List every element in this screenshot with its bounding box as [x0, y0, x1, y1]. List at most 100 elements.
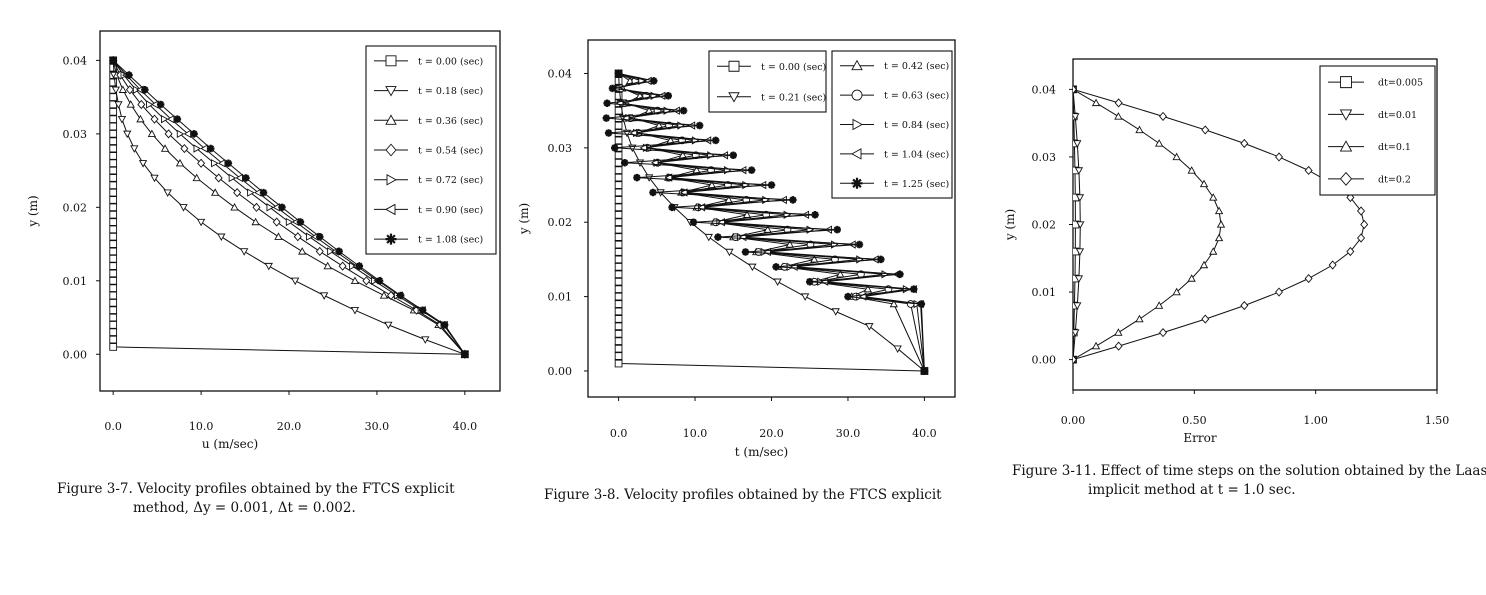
data-point — [663, 106, 672, 115]
x-tick-label: 10.0 — [683, 427, 708, 440]
data-point-core — [337, 249, 341, 254]
data-point — [125, 85, 134, 95]
y-tick-label: 0.01 — [63, 275, 88, 288]
data-point — [136, 114, 145, 123]
data-point — [614, 315, 623, 323]
data-point — [196, 218, 206, 227]
data-point — [889, 299, 898, 308]
data-point — [109, 144, 118, 153]
data-point — [109, 122, 118, 131]
data-point — [211, 188, 220, 196]
data-point — [264, 262, 273, 271]
data-point — [1209, 247, 1218, 255]
legend-marker — [1340, 76, 1352, 89]
data-point — [725, 248, 734, 257]
data-point-core — [398, 293, 403, 298]
y-axis-label: y (m) — [517, 203, 531, 235]
data-point — [421, 336, 430, 344]
data-point — [614, 337, 623, 346]
data-point — [109, 159, 118, 168]
data-point-core — [261, 190, 266, 195]
data-point — [109, 269, 118, 278]
data-point — [881, 270, 889, 279]
y-tick-label: 0.03 — [1032, 151, 1057, 164]
data-point — [742, 180, 750, 190]
data-point — [274, 232, 283, 240]
data-point — [677, 121, 685, 130]
data-point-core — [651, 190, 655, 195]
data-point — [1187, 166, 1196, 174]
data-point — [1073, 113, 1080, 121]
x-tick-label: 40.0 — [453, 420, 478, 433]
data-point — [109, 218, 118, 226]
data-point — [614, 255, 623, 264]
data-point — [614, 322, 623, 331]
series-group — [602, 69, 929, 376]
data-point-core — [462, 352, 467, 357]
data-point — [865, 323, 874, 331]
data-point — [748, 263, 757, 272]
x-axis-label: Error — [1183, 431, 1216, 445]
caption-line-2: method, Δy = 0.001, Δt = 0.002. — [133, 500, 356, 516]
caption-line-1: Velocity profiles obtained by the FTCS e… — [624, 487, 942, 503]
data-point — [117, 115, 127, 124]
data-point — [109, 254, 118, 263]
data-point — [1304, 165, 1313, 176]
data-point-core — [616, 71, 621, 76]
legend-label: dt=0.01 — [1378, 110, 1417, 121]
data-point — [1209, 193, 1218, 201]
data-point — [109, 343, 118, 351]
data-point — [315, 246, 324, 257]
data-point-core — [697, 123, 702, 128]
data-point — [233, 188, 242, 198]
data-point — [109, 291, 118, 300]
data-point-core — [807, 279, 812, 284]
data-point — [384, 321, 393, 330]
data-point — [109, 166, 118, 175]
legend-marker — [385, 203, 396, 216]
data-point — [109, 152, 118, 160]
data-point — [1199, 179, 1209, 188]
data-point — [230, 203, 239, 211]
data-point — [614, 248, 623, 256]
data-point — [386, 290, 395, 301]
data-point — [1357, 233, 1366, 243]
data-point-core — [605, 101, 609, 106]
data-point — [836, 269, 845, 278]
data-point-core — [898, 272, 902, 277]
x-tick-label: 30.0 — [365, 420, 390, 433]
legend-marker — [851, 59, 863, 71]
data-point-core — [622, 160, 627, 165]
data-point-core — [158, 102, 163, 107]
legend-box — [708, 50, 827, 113]
data-point-core — [713, 138, 718, 143]
legend-label: dt=0.1 — [1378, 142, 1411, 153]
x-tick-label: 20.0 — [277, 420, 302, 433]
series-line-3 — [112, 60, 466, 355]
data-point — [773, 278, 782, 287]
data-point — [192, 173, 201, 182]
data-point — [109, 328, 118, 337]
data-point — [109, 262, 118, 270]
data-point — [217, 233, 226, 242]
legend-label: t = 0.00 (sec) — [761, 62, 826, 73]
legend-marker — [1339, 109, 1353, 121]
y-tick-label: 0.00 — [1032, 354, 1057, 367]
x-tick-label: 20.0 — [759, 427, 784, 440]
series-line-2 — [1073, 88, 1222, 361]
data-point — [1091, 98, 1101, 107]
data-point — [614, 218, 623, 227]
data-point — [1075, 194, 1085, 202]
legend-label: t = 0.63 (sec) — [884, 91, 949, 102]
y-tick-label: 0.04 — [1032, 83, 1057, 96]
data-point-core — [604, 116, 609, 120]
data-point — [323, 261, 332, 270]
data-point-core — [175, 117, 180, 122]
data-point — [180, 143, 189, 154]
data-point-core — [280, 205, 284, 210]
legend-label: t = 1.08 (sec) — [418, 235, 483, 246]
data-point-core — [681, 108, 686, 113]
data-point — [1076, 221, 1085, 229]
data-point — [1199, 260, 1209, 269]
legend-label: t = 0.84 (sec) — [884, 120, 949, 131]
